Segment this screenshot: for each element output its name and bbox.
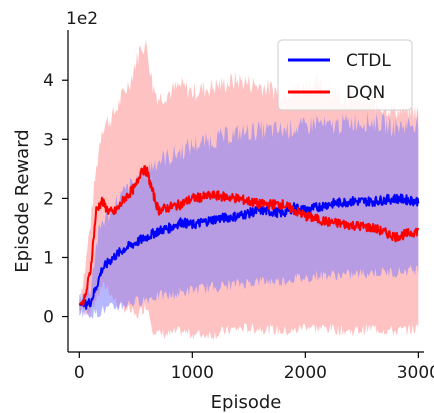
x-axis-label: Episode (211, 392, 282, 413)
y-tick-label: 3 (43, 130, 54, 150)
y-tick-label: 4 (43, 71, 54, 91)
axes (67, 30, 424, 353)
x-tick-label: 2000 (284, 363, 327, 383)
y-scale-label: 1e2 (66, 9, 98, 29)
y-tick-label: 0 (43, 308, 54, 328)
line-dqn (78, 165, 420, 307)
series-lines (78, 165, 420, 310)
x-tick-label: 0 (74, 363, 85, 383)
y-tick-label: 1 (43, 248, 54, 268)
line-ctdl (78, 193, 420, 310)
y-axis-label: Episode Reward (12, 129, 33, 272)
legend: CTDL DQN (277, 39, 413, 111)
y-tick-label: 2 (43, 189, 54, 209)
legend-box (277, 39, 413, 111)
legend-label-ctdl: CTDL (346, 51, 391, 71)
legend-label-dqn: DQN (346, 83, 385, 103)
x-tick-label: 1000 (171, 363, 214, 383)
